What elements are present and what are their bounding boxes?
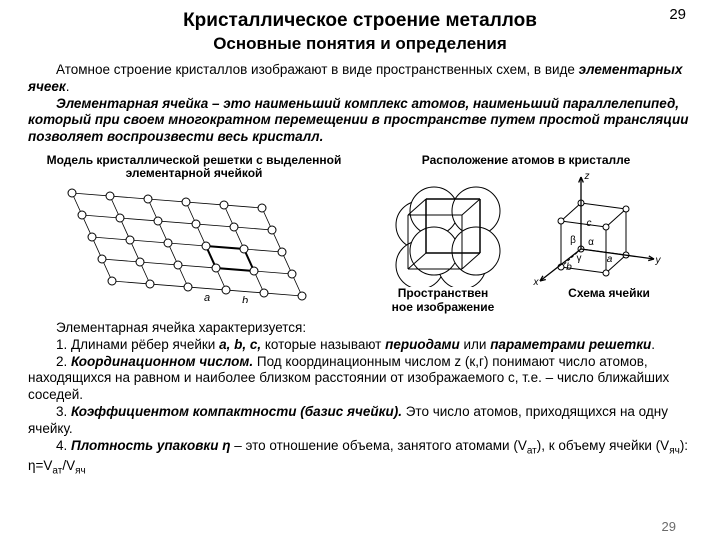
p4-d: периодами <box>385 337 460 352</box>
paragraph-7: 4. Плотность упаковки η – это отношение … <box>28 438 692 478</box>
p7-e: ), к объему ячейки (V <box>537 438 669 453</box>
figure-right: Расположение атомов в кристалле z y x a b cα β… <box>360 154 692 314</box>
page-subtitle: Основные понятия и определения <box>28 34 692 54</box>
p1-text-c: . <box>66 79 70 94</box>
p4-f: параметрами решетки <box>490 337 651 352</box>
paragraph-6: 3. Коэффициентом компактности (базис яче… <box>28 404 692 438</box>
p4-g: . <box>651 337 655 352</box>
fig-right-caption: Расположение атомов в кристалле <box>422 154 631 167</box>
svg-text:b: b <box>242 295 248 303</box>
svg-text:x: x <box>533 277 540 287</box>
svg-text:α: α <box>588 237 594 248</box>
cube-diagram: z y x a b cα βγ <box>526 169 666 287</box>
svg-text:b: b <box>566 262 572 273</box>
p6-b: Коэффициентом компактности (базис ячейки… <box>71 404 402 419</box>
p7-c: – это отношение объема, занятого атомами… <box>230 438 526 453</box>
paragraph-1: Атомное строение кристаллов изображают в… <box>28 62 692 96</box>
p7-h: ат <box>52 466 62 477</box>
svg-text:z: z <box>584 171 590 182</box>
page-number-bottom: 29 <box>662 519 676 534</box>
fig-left-caption: Модель кристаллической решетки с выделен… <box>28 154 360 180</box>
svg-text:a: a <box>204 292 210 303</box>
figure-left: Модель кристаллической решетки с выделен… <box>28 154 360 314</box>
paragraph-5: 2. Координационном числом. Под координац… <box>28 354 692 405</box>
p4-c: которые называют <box>261 337 385 352</box>
spheres-diagram <box>386 169 516 287</box>
lattice-diagram: ab <box>54 183 334 303</box>
svg-text:β: β <box>570 235 576 246</box>
p5-b: Координационном числом. <box>71 354 253 369</box>
svg-text:y: y <box>655 255 662 266</box>
page-title: Кристаллическое строение металлов <box>28 10 692 32</box>
p2-em: Элементарная ячейка <box>56 96 208 111</box>
svg-text:a: a <box>607 254 613 265</box>
p7-a: 4. <box>56 438 71 453</box>
p6-a: 3. <box>56 404 71 419</box>
fig-sub-left: Пространствен ное изображение <box>360 287 526 313</box>
page-number-top: 29 <box>669 6 686 23</box>
paragraph-4: 1. Длинами рёбер ячейки a, b, c, которые… <box>28 337 692 354</box>
p7-f: яч <box>669 446 680 457</box>
p1-text-a: Атомное строение кристаллов изображают в… <box>56 62 579 77</box>
fig-sub-right: Схема ячейки <box>526 287 692 313</box>
p7-b: Плотность упаковки η <box>71 438 230 453</box>
svg-text:γ: γ <box>577 253 582 264</box>
p7-d: ат <box>527 446 537 457</box>
p7-i: /V <box>62 458 75 473</box>
p4-e: или <box>460 337 490 352</box>
figure-area: Модель кристаллической решетки с выделен… <box>28 150 692 318</box>
fig-sub-row: Пространствен ное изображение Схема ячей… <box>360 287 692 313</box>
p4-a: 1. Длинами рёбер ячейки <box>56 337 219 352</box>
paragraph-2: Элементарная ячейка – это наименьший ком… <box>28 96 692 147</box>
p5-a: 2. <box>56 354 71 369</box>
svg-text:c: c <box>587 218 592 229</box>
p4-b: a, b, c, <box>219 337 261 352</box>
paragraph-3: Элементарная ячейка характеризуется: <box>28 320 692 337</box>
p7-j: яч <box>75 466 86 477</box>
